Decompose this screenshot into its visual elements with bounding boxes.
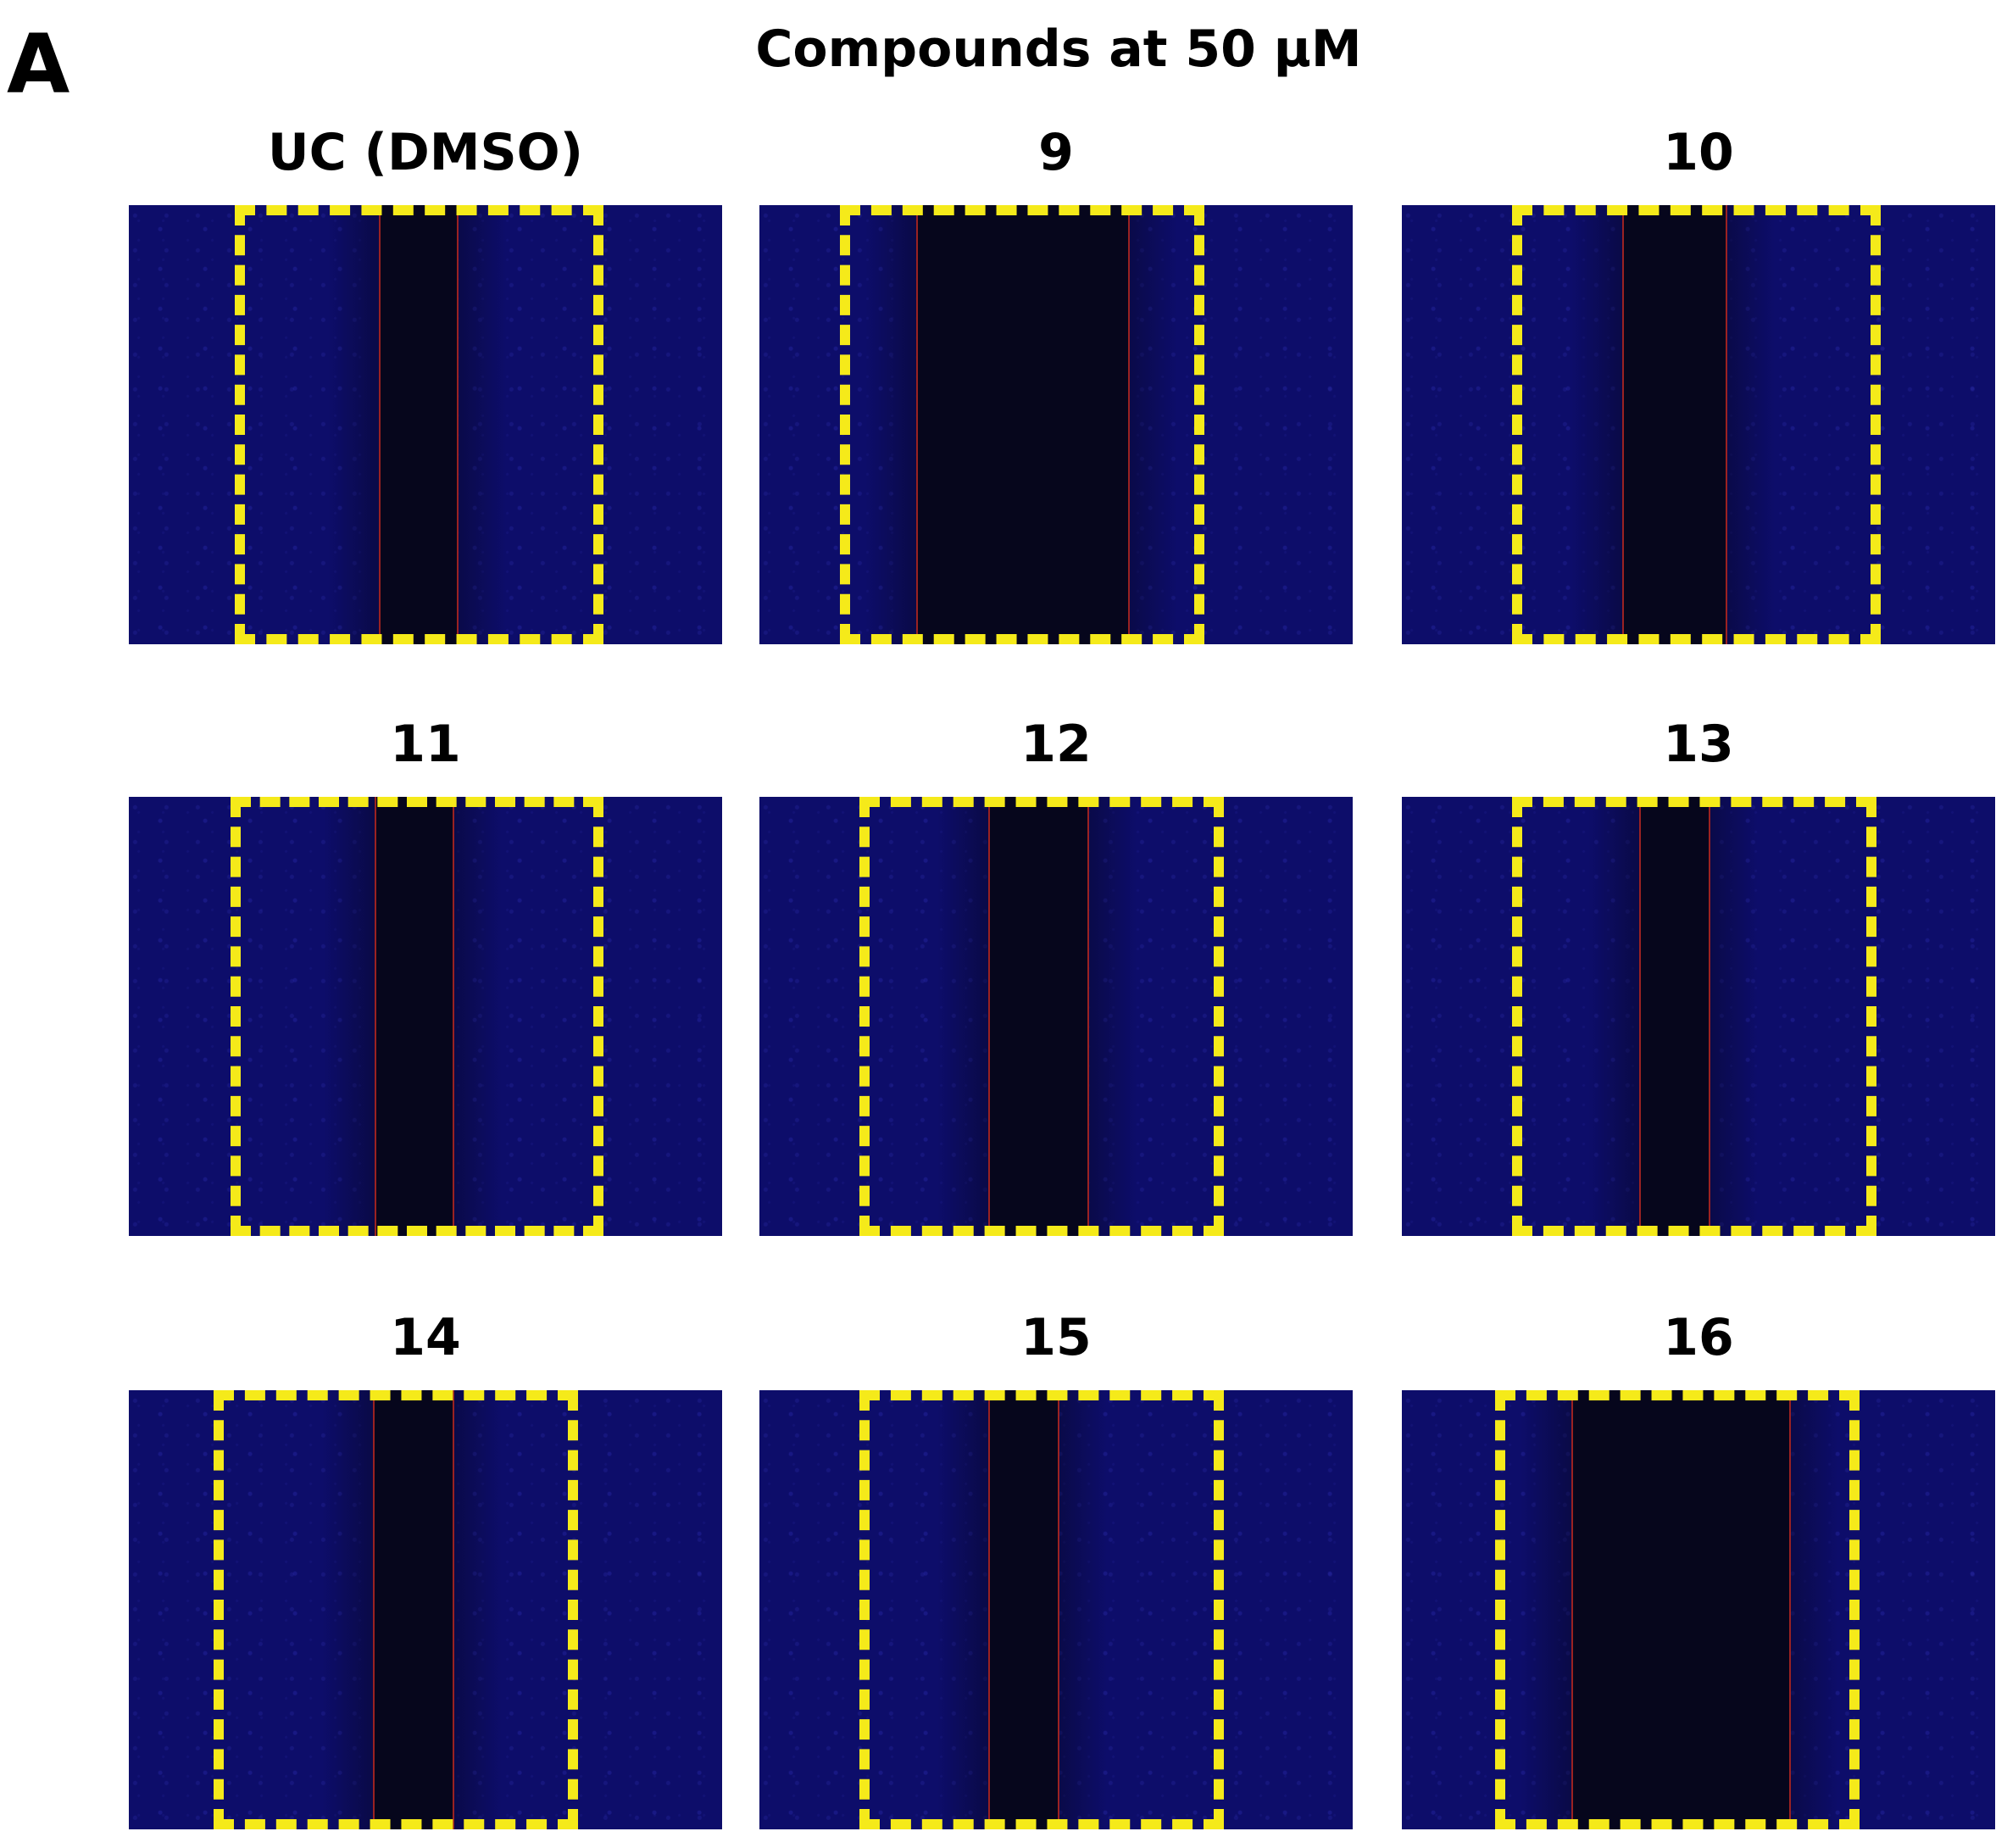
wound-margin-shadow — [1126, 205, 1177, 644]
wound-gap — [1639, 797, 1710, 1236]
wound-gap — [1571, 1390, 1791, 1829]
region-of-interest-box — [859, 1390, 1224, 1829]
wound-margin-shadow — [1056, 1390, 1107, 1829]
scratch-assay-micrograph — [129, 797, 722, 1236]
wound-margin-shadow — [1521, 1390, 1571, 1829]
wound-margin-shadow — [937, 797, 988, 1236]
panel-title: 10 — [1663, 123, 1734, 182]
region-of-interest-box — [1512, 797, 1876, 1236]
panel-title: 13 — [1663, 715, 1734, 774]
region-of-interest-box — [1512, 205, 1881, 644]
region-of-interest-box — [840, 205, 1204, 644]
panel-title: 15 — [1020, 1308, 1092, 1367]
panel-title: 16 — [1663, 1308, 1734, 1367]
panel-title: 12 — [1020, 715, 1092, 774]
scratch-assay-micrograph — [759, 1390, 1353, 1829]
wound-gap — [988, 797, 1089, 1236]
wound-margin-shadow — [937, 1390, 988, 1829]
region-of-interest-box — [214, 1390, 578, 1829]
wound-margin-shadow — [1588, 797, 1639, 1236]
region-of-interest-box — [235, 205, 603, 644]
wound-margin-shadow — [455, 205, 506, 644]
wound-margin-shadow — [322, 1390, 373, 1829]
region-of-interest-box — [1495, 1390, 1860, 1829]
wound-gap — [379, 205, 459, 644]
wound-margin-shadow — [451, 1390, 502, 1829]
figure-title: Compounds at 50 µM — [755, 19, 1362, 79]
wound-margin-shadow — [1086, 797, 1137, 1236]
scratch-assay-micrograph — [129, 1390, 722, 1829]
scratch-assay-micrograph — [129, 205, 722, 644]
panel-title: 14 — [390, 1308, 461, 1367]
wound-gap — [373, 1390, 454, 1829]
scratch-assay-micrograph — [759, 205, 1353, 644]
wound-margin-shadow — [451, 797, 502, 1236]
wound-gap — [916, 205, 1130, 644]
wound-margin-shadow — [1787, 1390, 1838, 1829]
region-of-interest-box — [231, 797, 603, 1236]
wound-margin-shadow — [328, 205, 379, 644]
panel-title: 9 — [1038, 123, 1074, 182]
scratch-assay-micrograph — [759, 797, 1353, 1236]
wound-margin-shadow — [1571, 205, 1622, 644]
panel-title: 11 — [390, 715, 461, 774]
wound-margin-shadow — [1707, 797, 1758, 1236]
wound-gap — [375, 797, 454, 1236]
wound-gap — [1622, 205, 1727, 644]
wound-gap — [988, 1390, 1059, 1829]
wound-margin-shadow — [1724, 205, 1775, 644]
scratch-assay-micrograph — [1402, 1390, 1995, 1829]
scratch-assay-micrograph — [1402, 797, 1995, 1236]
panel-label: A — [7, 17, 70, 112]
scratch-assay-micrograph — [1402, 205, 1995, 644]
region-of-interest-box — [859, 797, 1224, 1236]
wound-margin-shadow — [324, 797, 375, 1236]
panel-title: UC (DMSO) — [267, 123, 584, 182]
wound-margin-shadow — [865, 205, 916, 644]
